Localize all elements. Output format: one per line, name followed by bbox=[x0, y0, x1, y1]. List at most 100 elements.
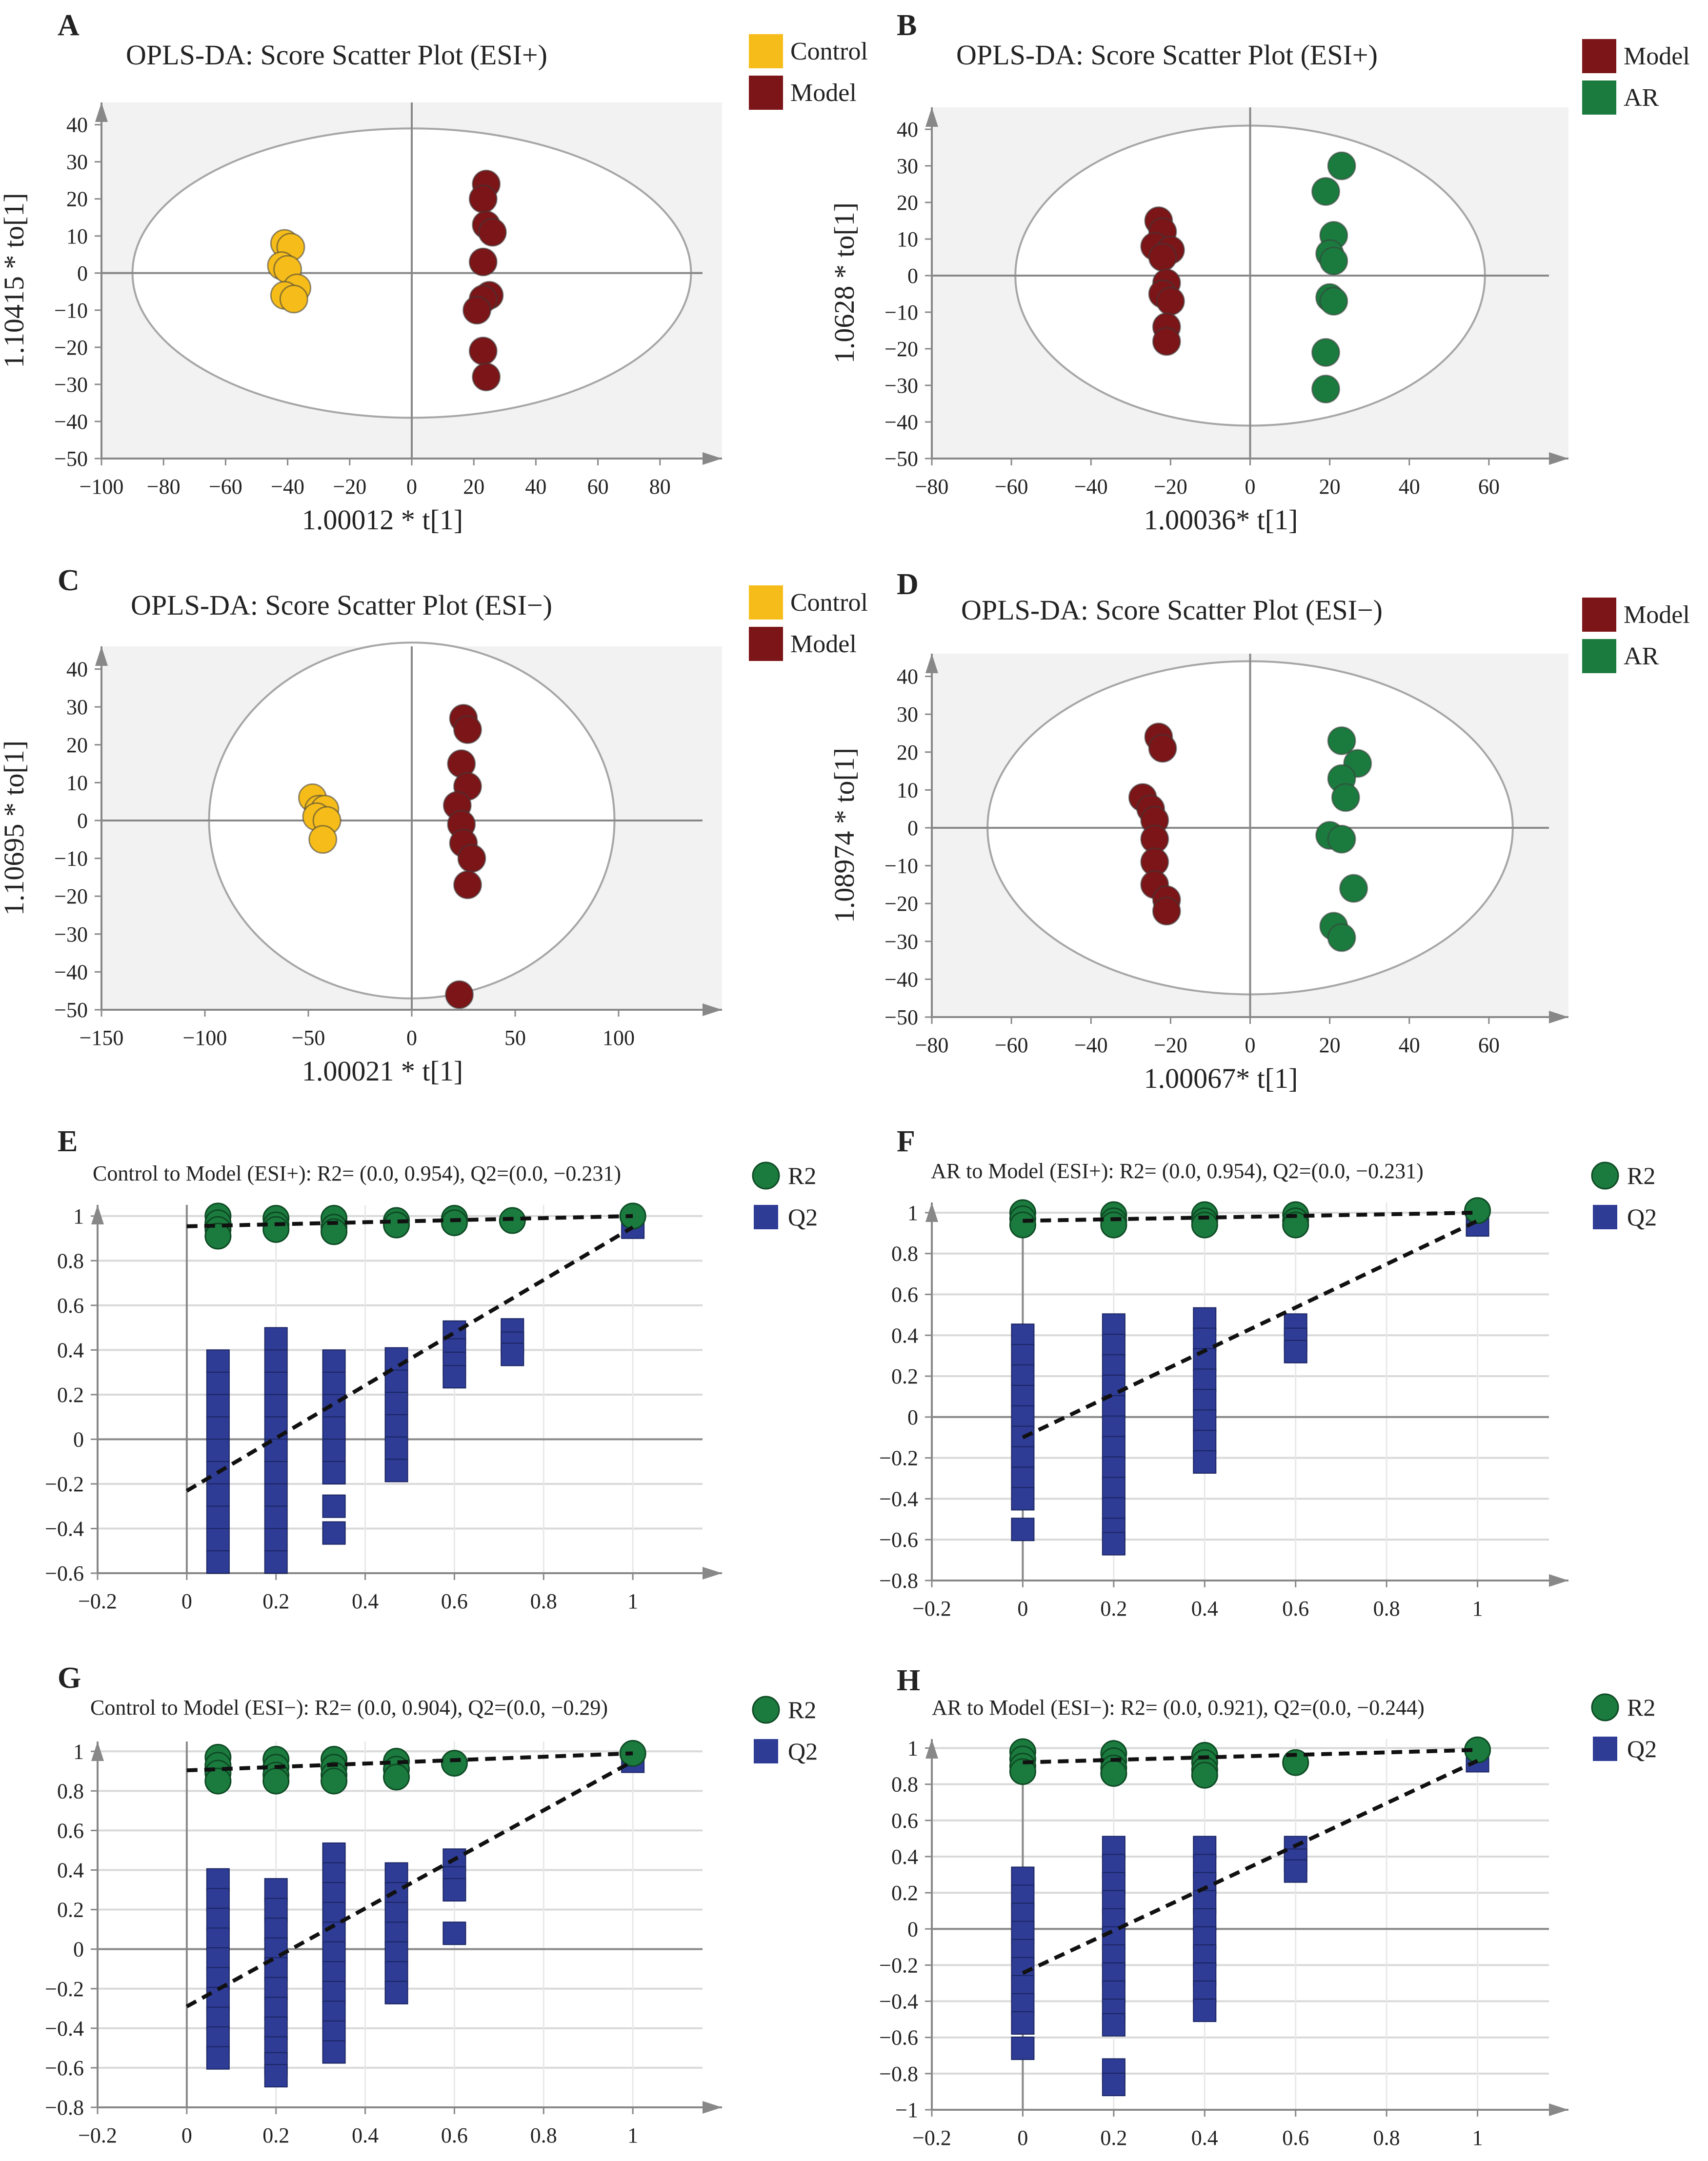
score-point-model bbox=[1152, 897, 1181, 926]
y-tick-label: −0.6 bbox=[879, 2026, 918, 2050]
y-axis-arrow bbox=[91, 1205, 104, 1224]
q2-point bbox=[322, 1349, 346, 1373]
score-point-model bbox=[453, 715, 482, 744]
q2-point bbox=[1102, 1532, 1125, 1556]
r2-point bbox=[1100, 1211, 1127, 1239]
x-tick-label: 20 bbox=[1319, 1033, 1341, 1057]
y-tick-label: 0 bbox=[907, 1405, 918, 1429]
x-tick-label: 0 bbox=[1245, 475, 1256, 499]
q2-point bbox=[1011, 1446, 1035, 1470]
x-tick-label: 50 bbox=[504, 1026, 526, 1050]
score-point-model bbox=[1148, 243, 1177, 272]
q2-point bbox=[1102, 1436, 1125, 1460]
y-axis-label: 1.10415 * to[1] bbox=[0, 193, 30, 368]
y-tick-label: 0.2 bbox=[891, 1364, 918, 1388]
x-tick-label: 0 bbox=[181, 1589, 192, 1613]
legend-label: AR bbox=[1624, 642, 1659, 670]
x-tick-label: 0.6 bbox=[1282, 2126, 1309, 2150]
score-point-model bbox=[453, 870, 482, 900]
legend-swatch-model bbox=[749, 76, 783, 110]
q2-point bbox=[264, 1528, 288, 1552]
y-axis-arrow bbox=[95, 102, 108, 122]
x-tick-label: 1 bbox=[627, 1589, 638, 1613]
q2-point bbox=[206, 1528, 230, 1552]
r2-point bbox=[1464, 1197, 1491, 1224]
panel-letter: E bbox=[58, 1125, 78, 1158]
q2-point bbox=[384, 1436, 408, 1460]
x-tick-label: 0 bbox=[1245, 1033, 1256, 1057]
q2-point bbox=[384, 1347, 408, 1371]
q2-point bbox=[442, 1878, 466, 1902]
y-tick-label: 10 bbox=[66, 224, 88, 248]
chart-title: OPLS-DA: Score Scatter Plot (ESI−) bbox=[961, 594, 1383, 626]
y-tick-label: −0.4 bbox=[879, 1487, 918, 1511]
y-tick-label: 30 bbox=[66, 695, 88, 719]
r2-regression-line bbox=[186, 1214, 633, 1228]
y-tick-label: 0.6 bbox=[891, 1809, 918, 1833]
x-tick-label: −0.2 bbox=[78, 1589, 117, 1613]
y-tick-label: 0.4 bbox=[57, 1338, 84, 1362]
y-tick-label: −10 bbox=[884, 300, 918, 324]
score-point-control bbox=[308, 825, 338, 854]
r2-point bbox=[1009, 1758, 1036, 1785]
score-point-model bbox=[445, 980, 474, 1009]
y-tick-label: 0 bbox=[77, 809, 88, 833]
q2-point bbox=[206, 1907, 230, 1931]
q2-point bbox=[1102, 1497, 1125, 1521]
q2-point bbox=[1102, 1375, 1125, 1399]
plot-area bbox=[98, 1741, 722, 2107]
y-tick-label: −30 bbox=[884, 930, 918, 954]
q2-point bbox=[322, 1461, 346, 1485]
y-axis-label: 1.0628 * to[1] bbox=[828, 202, 860, 363]
x-axis-arrow bbox=[1549, 1011, 1568, 1023]
q2-point bbox=[322, 1494, 346, 1518]
score-point-ar bbox=[1311, 338, 1340, 367]
score-point-ar bbox=[1331, 783, 1360, 812]
y-tick-label: 0.6 bbox=[891, 1283, 918, 1307]
y-tick-label: 0.8 bbox=[891, 1773, 918, 1797]
x-tick-label: 20 bbox=[1319, 475, 1341, 499]
q2-point bbox=[384, 1392, 408, 1416]
y-tick-label: 30 bbox=[66, 150, 88, 174]
q2-point bbox=[322, 1961, 346, 1985]
x-tick-label: 20 bbox=[463, 475, 484, 499]
x-tick-label: 0.8 bbox=[530, 1589, 557, 1613]
q2-point bbox=[206, 2006, 230, 2030]
q2-point bbox=[1011, 1364, 1035, 1388]
x-tick-label: −60 bbox=[209, 475, 242, 499]
y-tick-label: 0 bbox=[77, 261, 88, 285]
x-tick-label: 0 bbox=[406, 1026, 417, 1050]
q2-point bbox=[322, 2020, 346, 2044]
y-tick-label: −1 bbox=[895, 2098, 918, 2122]
r2-point bbox=[321, 1767, 348, 1795]
score-point-control bbox=[279, 284, 308, 314]
q2-point bbox=[1011, 1323, 1035, 1347]
q2-point bbox=[206, 1888, 230, 1912]
q2-point bbox=[1193, 1307, 1217, 1331]
legend-label: Q2 bbox=[788, 1203, 818, 1231]
x-tick-label: −40 bbox=[1074, 1033, 1108, 1057]
r2-regression-line bbox=[186, 1751, 633, 1773]
score-point-ar bbox=[1311, 177, 1340, 206]
x-tick-label: 40 bbox=[1399, 475, 1420, 499]
chart-title: Control to Model (ESI−): R2= (0.0, 0.904… bbox=[90, 1696, 608, 1720]
y-tick-label: 40 bbox=[897, 665, 918, 689]
r2-point bbox=[262, 1767, 290, 1795]
y-tick-label: 0.4 bbox=[891, 1323, 918, 1347]
x-tick-label: 0.8 bbox=[1373, 2126, 1400, 2150]
q2-regression-line bbox=[185, 1225, 634, 1493]
legend-swatch-q2 bbox=[1593, 1737, 1617, 1761]
panel-d: D OPLS-DA: Score Scatter Plot (ESI−) −80 −6… bbox=[828, 568, 1690, 1094]
q2-point bbox=[206, 1868, 230, 1892]
x-tick-label: −20 bbox=[1154, 475, 1187, 499]
q2-point bbox=[264, 1461, 288, 1485]
q2-point bbox=[206, 1927, 230, 1951]
y-tick-label: −0.2 bbox=[879, 1446, 918, 1470]
q2-point bbox=[1011, 2036, 1035, 2060]
x-tick-label: 0.2 bbox=[262, 2123, 289, 2147]
score-point-model bbox=[472, 362, 501, 392]
x-tick-label: 0 bbox=[406, 475, 417, 499]
y-tick-label: 0 bbox=[907, 1917, 918, 1941]
score-point-ar bbox=[1327, 824, 1356, 854]
